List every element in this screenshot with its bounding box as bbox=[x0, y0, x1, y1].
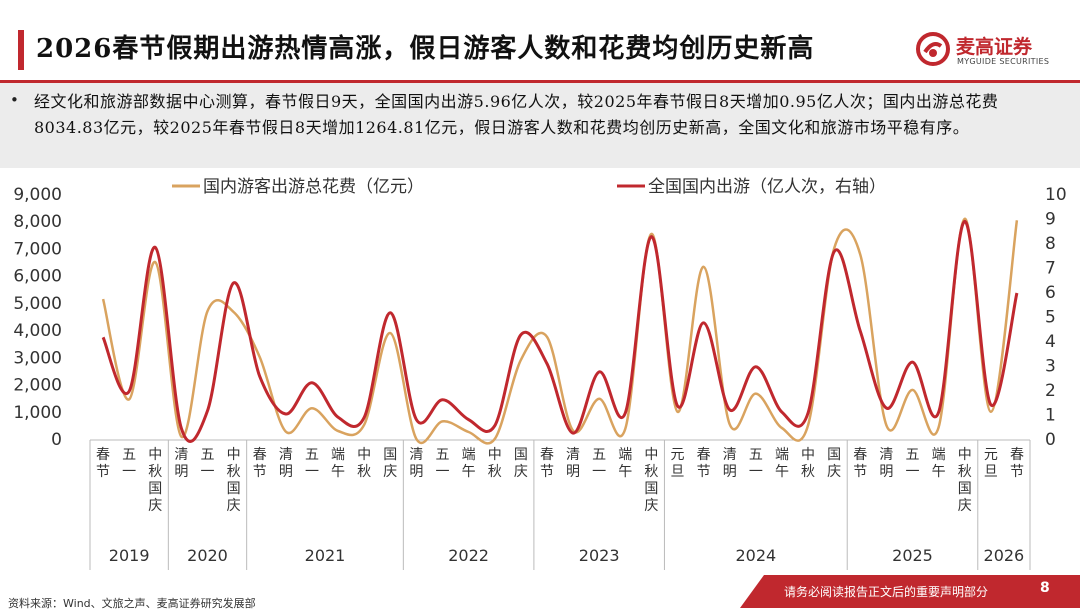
x-year-label: 2022 bbox=[448, 546, 489, 565]
y-left-tick-label: 3,000 bbox=[13, 348, 62, 368]
x-tick-label: 春节 bbox=[853, 447, 867, 480]
legend-label-trips: 全国国内出游（亿人次，右轴） bbox=[648, 177, 886, 197]
x-year-label: 2021 bbox=[305, 546, 346, 565]
x-tick-label: 春节 bbox=[253, 447, 267, 480]
x-tick-label: 中秋 bbox=[801, 447, 815, 480]
x-tick-label: 中秋国庆 bbox=[148, 447, 162, 514]
x-tick-label: 端午 bbox=[618, 447, 632, 480]
series-line-spend bbox=[103, 219, 1017, 444]
x-tick-label: 清明 bbox=[723, 447, 737, 480]
x-tick-label: 中秋国庆 bbox=[644, 447, 658, 514]
summary-text: 经文化和旅游部数据中心测算，春节假日9天，全国国内出游5.96亿人次，较2025… bbox=[34, 89, 1066, 141]
x-tick-label: 国庆 bbox=[383, 447, 397, 480]
y-left-tick-label: 8,000 bbox=[13, 212, 62, 232]
y-left-tick-label: 9,000 bbox=[13, 185, 62, 205]
logo-text-en: MYGUIDE SECURITIES bbox=[957, 57, 1049, 66]
y-right-tick-label: 9 bbox=[1045, 210, 1056, 230]
x-tick-label: 国庆 bbox=[514, 447, 528, 480]
summary-box: • 经文化和旅游部数据中心测算，春节假日9天，全国国内出游5.96亿人次，较20… bbox=[0, 83, 1080, 168]
x-tick-label: 中秋 bbox=[357, 447, 371, 480]
x-tick-label: 中秋国庆 bbox=[227, 447, 241, 514]
x-tick-label: 中秋 bbox=[488, 447, 502, 480]
x-tick-label: 国庆 bbox=[827, 447, 841, 480]
x-tick-label: 元旦 bbox=[671, 447, 685, 480]
x-year-label: 2024 bbox=[735, 546, 776, 565]
logo-mark-icon bbox=[916, 32, 950, 66]
y-right-tick-label: 6 bbox=[1045, 283, 1056, 303]
x-year-label: 2019 bbox=[109, 546, 150, 565]
x-tick-label: 春节 bbox=[697, 447, 711, 480]
y-right-tick-label: 4 bbox=[1045, 332, 1056, 352]
x-tick-label: 清明 bbox=[174, 447, 188, 480]
y-left-tick-label: 7,000 bbox=[13, 239, 62, 259]
y-left-tick-label: 2,000 bbox=[13, 376, 62, 396]
y-left-tick-label: 1,000 bbox=[13, 403, 62, 423]
x-tick-label: 春节 bbox=[540, 447, 554, 480]
y-right-tick-label: 0 bbox=[1045, 430, 1056, 450]
y-right-tick-label: 5 bbox=[1045, 308, 1056, 328]
y-right-tick-label: 10 bbox=[1045, 185, 1067, 205]
footer-disclaimer: 请务必阅读报告正文后的重要声明部分 bbox=[784, 583, 988, 600]
x-tick-label: 清明 bbox=[409, 447, 423, 480]
x-tick-label: 中秋国庆 bbox=[958, 447, 972, 514]
y-left-tick-label: 5,000 bbox=[13, 294, 62, 314]
x-tick-label: 端午 bbox=[462, 447, 476, 480]
y-right-tick-label: 2 bbox=[1045, 381, 1056, 401]
x-tick-label: 五一 bbox=[592, 447, 606, 480]
y-right-tick-label: 1 bbox=[1045, 406, 1056, 426]
x-tick-label: 五一 bbox=[122, 447, 136, 480]
logo-text-cn: 麦高证券 bbox=[956, 32, 1032, 59]
footer-source: 资料来源：Wind、文旅之声、麦高证券研究发展部 bbox=[8, 595, 256, 611]
y-left-tick-label: 0 bbox=[51, 430, 62, 450]
x-tick-label: 五一 bbox=[305, 447, 319, 480]
x-tick-label: 端午 bbox=[932, 447, 946, 480]
x-tick-label: 五一 bbox=[201, 447, 215, 480]
title-accent-bar bbox=[18, 30, 24, 70]
y-left-tick-label: 6,000 bbox=[13, 267, 62, 287]
x-tick-label: 五一 bbox=[749, 447, 763, 480]
x-year-label: 2020 bbox=[187, 546, 228, 565]
page-title: 2026春节假期出游热情高涨，假日游客人数和花费均创历史新高 bbox=[36, 28, 814, 65]
x-tick-label: 端午 bbox=[331, 447, 345, 480]
x-tick-label: 五一 bbox=[436, 447, 450, 480]
x-tick-label: 春节 bbox=[96, 447, 110, 480]
x-year-label: 2025 bbox=[892, 546, 933, 565]
legend-label-spend: 国内游客出游总花费（亿元） bbox=[203, 177, 424, 197]
x-tick-label: 清明 bbox=[279, 447, 293, 480]
y-right-tick-label: 8 bbox=[1045, 234, 1056, 254]
company-logo: 麦高证券 MYGUIDE SECURITIES bbox=[916, 32, 1056, 72]
x-tick-label: 五一 bbox=[906, 447, 920, 480]
x-tick-label: 春节 bbox=[1010, 447, 1024, 480]
y-right-tick-label: 3 bbox=[1045, 357, 1056, 377]
y-right-tick-label: 7 bbox=[1045, 259, 1056, 279]
summary-bullet: • bbox=[10, 91, 19, 109]
page-number: 8 bbox=[1040, 580, 1050, 596]
x-tick-label: 元旦 bbox=[984, 447, 998, 480]
x-tick-label: 端午 bbox=[775, 447, 789, 480]
y-left-tick-label: 4,000 bbox=[13, 321, 62, 341]
x-year-label: 2026 bbox=[984, 546, 1025, 565]
line-chart: 0 1,000 2,000 3,000 4,000 5,000 6,000 7,000 8,00… bbox=[0, 170, 1080, 575]
x-year-label: 2023 bbox=[579, 546, 620, 565]
series-line-trips bbox=[103, 221, 1017, 441]
x-tick-label: 清明 bbox=[566, 447, 580, 480]
x-tick-label: 清明 bbox=[879, 447, 893, 480]
